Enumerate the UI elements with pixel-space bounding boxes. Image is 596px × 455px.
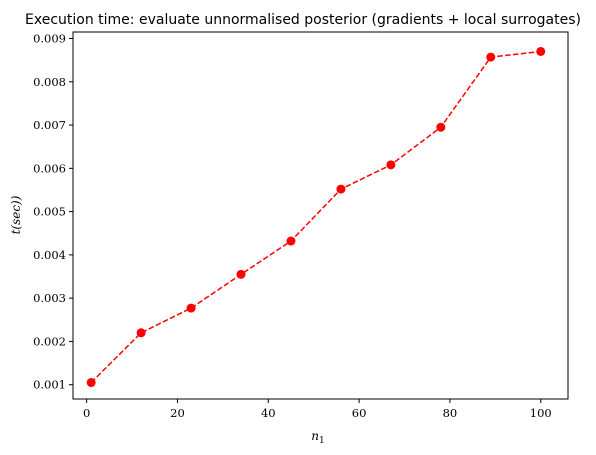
x-axis: 0 20 40 60 80 100 (83, 399, 552, 420)
y-tick-label: 0.006 (33, 161, 66, 175)
data-point (486, 52, 496, 62)
y-axis-label: t(sec)) (9, 195, 23, 234)
plot-frame (72, 31, 569, 400)
data-point (436, 122, 446, 132)
y-tick-label: 0.008 (33, 75, 66, 89)
data-point (86, 378, 96, 388)
x-tick-label: 100 (530, 406, 552, 420)
data-point (386, 160, 396, 170)
x-tick-label: 60 (352, 406, 367, 420)
series-line (90, 50, 541, 384)
x-tick-label: 40 (261, 406, 276, 420)
data-point (136, 328, 146, 338)
x-tick-label: 80 (443, 406, 458, 420)
data-point (186, 303, 196, 313)
x-tick-label: 0 (83, 406, 90, 420)
y-tick-label: 0.002 (33, 334, 66, 348)
y-tick-label: 0.003 (33, 291, 66, 305)
x-axis-label: n1 (311, 429, 324, 446)
y-tick-label: 0.001 (33, 378, 66, 392)
y-tick-label: 0.007 (33, 118, 66, 132)
series (86, 46, 546, 388)
chart-title: Execution time: evaluate unnormalised po… (25, 12, 581, 28)
x-tick-label: 20 (170, 406, 185, 420)
plot-area: 0 20 40 60 80 100 0.0010.0020.0030.0040.0050.… (33, 31, 569, 420)
svg-text:n1: n1 (311, 429, 324, 446)
y-tick-label: 0.005 (33, 205, 66, 219)
data-point (336, 184, 346, 194)
data-point (236, 269, 246, 279)
data-point (536, 46, 546, 56)
data-point (286, 236, 296, 246)
y-axis: 0.001 0.002 0.003 0.004 0.005 0.006 0.007 0.008… (33, 31, 73, 392)
y-tick-label: 0.009 (33, 31, 66, 45)
y-tick-label: 0.004 (33, 248, 66, 262)
